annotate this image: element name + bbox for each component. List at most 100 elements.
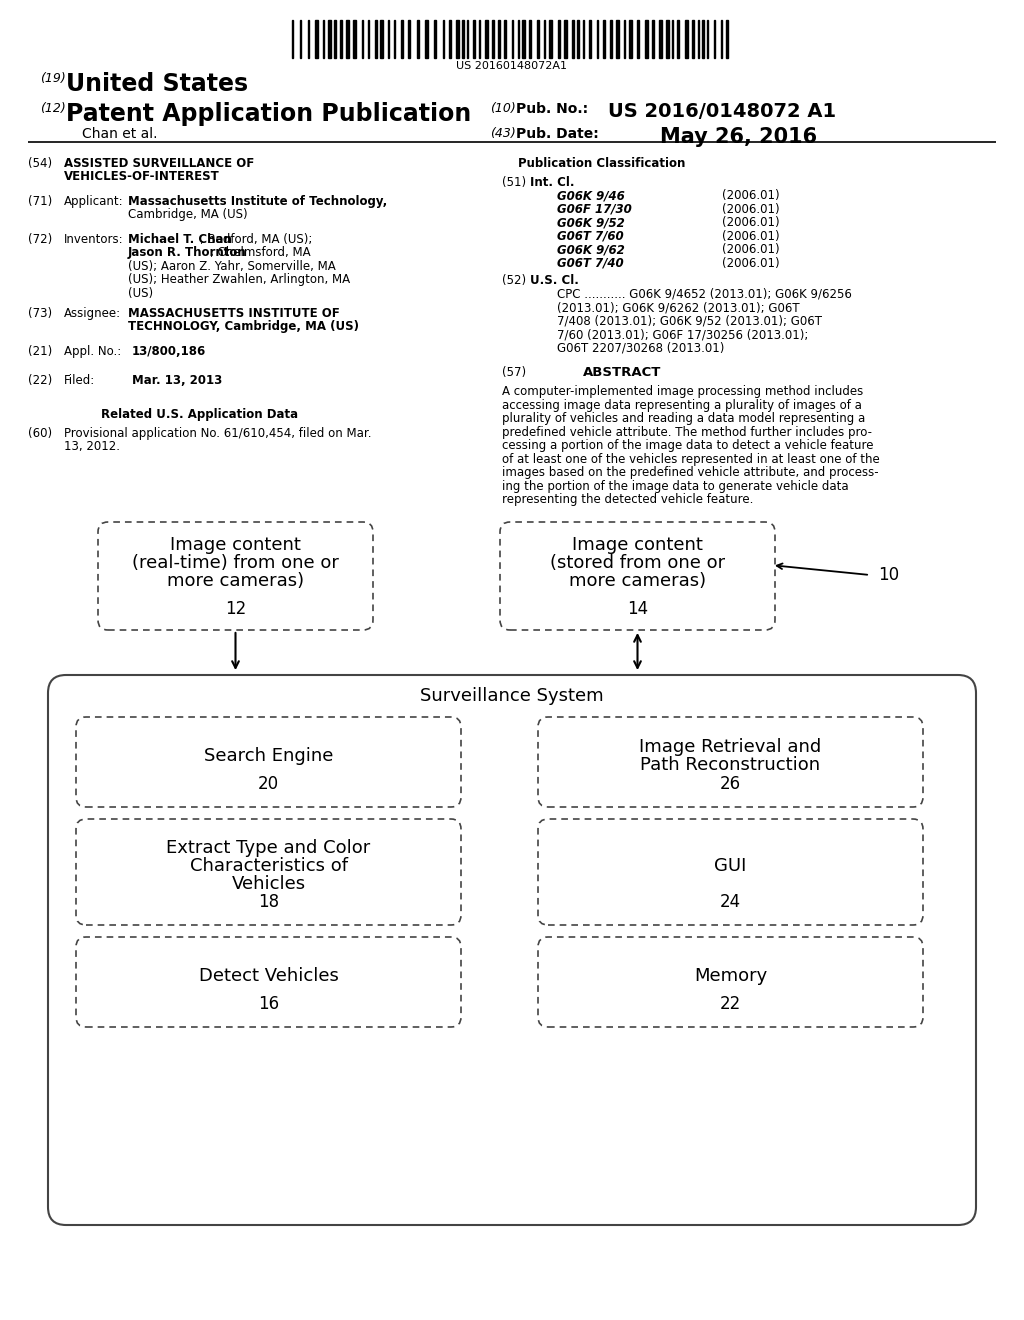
- Text: Image Retrieval and: Image Retrieval and: [639, 738, 821, 756]
- Bar: [380, 20, 383, 58]
- Bar: [315, 20, 318, 58]
- Bar: [408, 20, 410, 58]
- Text: 20: 20: [258, 775, 280, 793]
- Bar: [616, 20, 618, 58]
- Text: Detect Vehicles: Detect Vehicles: [199, 968, 339, 985]
- Text: predefined vehicle attribute. The method further includes pro-: predefined vehicle attribute. The method…: [502, 425, 872, 438]
- Bar: [589, 20, 591, 58]
- Text: (10): (10): [490, 102, 516, 115]
- FancyBboxPatch shape: [538, 818, 923, 925]
- Bar: [629, 20, 632, 58]
- Bar: [685, 20, 688, 58]
- FancyBboxPatch shape: [76, 717, 461, 807]
- Bar: [726, 20, 728, 58]
- Text: , Bedford, MA (US);: , Bedford, MA (US);: [200, 232, 312, 246]
- Text: more cameras): more cameras): [167, 572, 304, 590]
- Text: Cambridge, MA (US): Cambridge, MA (US): [128, 209, 248, 222]
- Text: Appl. No.:: Appl. No.:: [63, 345, 121, 358]
- Text: (21): (21): [28, 345, 52, 358]
- Text: A computer-implemented image processing method includes: A computer-implemented image processing …: [502, 385, 863, 399]
- Text: TECHNOLOGY, Cambridge, MA (US): TECHNOLOGY, Cambridge, MA (US): [128, 321, 359, 334]
- Text: Vehicles: Vehicles: [231, 875, 305, 894]
- Text: (60): (60): [28, 426, 52, 440]
- Bar: [425, 20, 428, 58]
- Text: Filed:: Filed:: [63, 375, 95, 387]
- Text: (12): (12): [40, 102, 66, 115]
- Text: Search Engine: Search Engine: [204, 747, 333, 766]
- Text: (US); Aaron Z. Yahr, Somerville, MA: (US); Aaron Z. Yahr, Somerville, MA: [128, 260, 336, 273]
- Text: Provisional application No. 61/610,454, filed on Mar.: Provisional application No. 61/610,454, …: [63, 426, 372, 440]
- Text: ABSTRACT: ABSTRACT: [583, 366, 662, 379]
- Text: (73): (73): [28, 306, 52, 319]
- Bar: [346, 20, 349, 58]
- Text: (54): (54): [28, 157, 52, 170]
- Text: (43): (43): [490, 127, 516, 140]
- Text: Image content: Image content: [572, 536, 702, 554]
- Text: (51): (51): [502, 176, 526, 189]
- Text: 12: 12: [225, 601, 246, 618]
- Bar: [645, 20, 648, 58]
- Text: G06T 7/40: G06T 7/40: [557, 257, 624, 269]
- Text: ASSISTED SURVEILLANCE OF: ASSISTED SURVEILLANCE OF: [63, 157, 254, 170]
- Bar: [498, 20, 500, 58]
- Text: May 26, 2016: May 26, 2016: [660, 127, 817, 147]
- Bar: [537, 20, 539, 58]
- Text: 13/800,186: 13/800,186: [132, 345, 206, 358]
- Bar: [401, 20, 403, 58]
- FancyBboxPatch shape: [76, 818, 461, 925]
- Text: Related U.S. Application Data: Related U.S. Application Data: [101, 408, 299, 421]
- Text: G06K 9/52: G06K 9/52: [557, 216, 625, 230]
- Bar: [677, 20, 679, 58]
- Text: Michael T. Chan: Michael T. Chan: [128, 232, 231, 246]
- Text: Applicant:: Applicant:: [63, 195, 124, 207]
- Text: (71): (71): [28, 195, 52, 207]
- Text: (2006.01): (2006.01): [722, 203, 779, 216]
- Bar: [353, 20, 356, 58]
- Bar: [659, 20, 662, 58]
- Text: US 2016/0148072 A1: US 2016/0148072 A1: [608, 102, 837, 121]
- Text: 26: 26: [720, 775, 741, 793]
- Bar: [485, 20, 488, 58]
- Text: Characteristics of: Characteristics of: [189, 857, 347, 875]
- Text: Extract Type and Color: Extract Type and Color: [166, 840, 371, 857]
- Bar: [529, 20, 531, 58]
- Bar: [610, 20, 612, 58]
- Text: (US): (US): [128, 286, 154, 300]
- Bar: [462, 20, 464, 58]
- Text: GUI: GUI: [715, 857, 746, 875]
- Text: 24: 24: [720, 894, 741, 911]
- Text: (2006.01): (2006.01): [722, 243, 779, 256]
- Text: (52): (52): [502, 275, 526, 288]
- Text: (19): (19): [40, 73, 66, 84]
- Text: Chan et al.: Chan et al.: [82, 127, 158, 141]
- Bar: [702, 20, 705, 58]
- Bar: [456, 20, 459, 58]
- Text: (2013.01); G06K 9/6262 (2013.01); G06T: (2013.01); G06K 9/6262 (2013.01); G06T: [557, 301, 800, 314]
- Text: 18: 18: [258, 894, 280, 911]
- Bar: [492, 20, 494, 58]
- Text: G06T 2207/30268 (2013.01): G06T 2207/30268 (2013.01): [557, 342, 724, 355]
- Text: cessing a portion of the image data to detect a vehicle feature: cessing a portion of the image data to d…: [502, 440, 873, 453]
- Bar: [375, 20, 377, 58]
- Text: US 20160148072A1: US 20160148072A1: [457, 61, 567, 71]
- Text: Pub. Date:: Pub. Date:: [516, 127, 599, 141]
- Bar: [577, 20, 579, 58]
- Text: Inventors:: Inventors:: [63, 232, 124, 246]
- Text: more cameras): more cameras): [569, 572, 707, 590]
- Text: (2006.01): (2006.01): [722, 230, 779, 243]
- Bar: [434, 20, 436, 58]
- Bar: [449, 20, 451, 58]
- Text: G06F 17/30: G06F 17/30: [557, 203, 632, 216]
- Bar: [558, 20, 560, 58]
- Text: 7/408 (2013.01); G06K 9/52 (2013.01); G06T: 7/408 (2013.01); G06K 9/52 (2013.01); G0…: [557, 315, 822, 327]
- Bar: [549, 20, 552, 58]
- Bar: [564, 20, 567, 58]
- Text: Int. Cl.: Int. Cl.: [530, 176, 574, 189]
- FancyBboxPatch shape: [98, 521, 373, 630]
- Bar: [666, 20, 669, 58]
- FancyBboxPatch shape: [538, 937, 923, 1027]
- Text: , Chelmsford, MA: , Chelmsford, MA: [210, 246, 310, 259]
- FancyBboxPatch shape: [500, 521, 775, 630]
- Text: Jason R. Thornton: Jason R. Thornton: [128, 246, 247, 259]
- Bar: [522, 20, 525, 58]
